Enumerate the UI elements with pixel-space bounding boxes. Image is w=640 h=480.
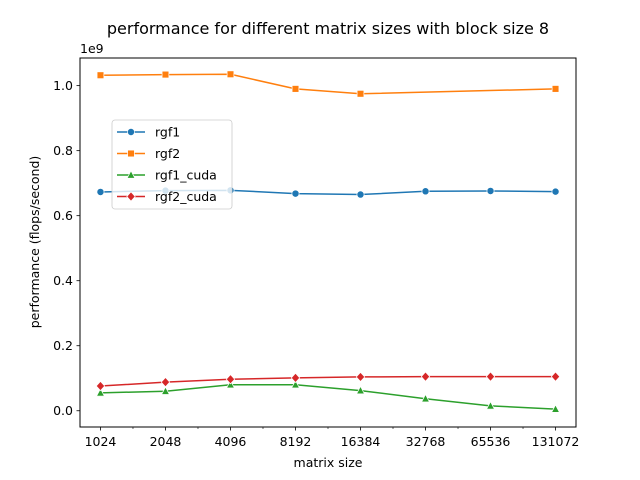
x-tick-label: 8192 xyxy=(280,434,312,449)
data-point-rgf2_cuda xyxy=(95,380,106,392)
x-tick-label: 32768 xyxy=(406,434,446,449)
data-point-rgf1_cuda xyxy=(551,404,561,413)
x-axis-label: matrix size xyxy=(294,455,363,470)
data-point-rgf2 xyxy=(226,70,235,79)
data-point-rgf2_cuda xyxy=(485,371,496,382)
legend-item-rgf2: rgf2 xyxy=(117,146,180,161)
legend-label: rgf1 xyxy=(155,125,180,140)
data-point-rgf2_cuda xyxy=(550,371,561,382)
y-axis: 0.0 0.2 0.4 0.6 0.8 1.0 xyxy=(53,78,80,418)
legend-swatch-marker xyxy=(126,191,136,202)
y-tick-label: 0.8 xyxy=(53,143,73,158)
legend-swatch-marker xyxy=(127,149,135,158)
series-rgf2 xyxy=(96,70,560,98)
x-axis: 1024 2048 4096 8192 16384 32768 65536 131072 xyxy=(85,427,580,449)
y-tick-label: 0.2 xyxy=(53,338,73,353)
series-rgf2_cuda xyxy=(95,371,561,392)
data-point-rgf1 xyxy=(356,190,365,199)
series-line-rgf2_cuda xyxy=(100,375,556,387)
data-point-rgf2 xyxy=(161,70,170,79)
x-tick-label: 131072 xyxy=(532,434,580,449)
data-point-rgf1_cuda xyxy=(356,385,365,395)
x-tick-label: 65536 xyxy=(471,434,511,449)
data-point-rgf2 xyxy=(291,85,300,93)
legend: rgf1 rgf2 rgf1_cuda rgf2_cuda xyxy=(111,119,233,210)
legend-item-rgf2_cuda: rgf2_cuda xyxy=(117,189,217,204)
data-point-rgf1_cuda xyxy=(291,379,300,389)
y-axis-label: performance (flops/second) xyxy=(27,156,42,329)
x-tick-label: 4096 xyxy=(215,434,247,449)
legend-swatch-marker xyxy=(127,128,135,136)
data-point-rgf2 xyxy=(356,90,365,98)
series-rgf1_cuda xyxy=(95,379,561,413)
plot-frame xyxy=(79,57,577,428)
legend-label: rgf1_cuda xyxy=(155,168,217,183)
x-tick-label: 2048 xyxy=(150,434,182,449)
data-point-rgf1_cuda xyxy=(421,393,430,403)
data-point-rgf1 xyxy=(551,187,560,196)
x-tick-label: 1024 xyxy=(85,434,117,449)
data-point-rgf2_cuda xyxy=(420,371,431,382)
data-point-rgf2_cuda xyxy=(160,377,171,388)
series-line-rgf2 xyxy=(100,73,556,95)
legend-item-rgf1: rgf1 xyxy=(117,125,180,140)
y-tick-label: 0.4 xyxy=(53,273,73,288)
data-point-rgf2_cuda xyxy=(355,371,366,383)
data-point-rgf1 xyxy=(96,187,105,196)
data-point-rgf2 xyxy=(96,71,105,79)
legend-swatch-marker xyxy=(126,170,136,179)
data-point-rgf1 xyxy=(421,187,430,196)
legend-label: rgf2 xyxy=(155,146,180,161)
y-tick-label: 1.0 xyxy=(53,78,73,93)
legend-item-rgf1_cuda: rgf1_cuda xyxy=(117,168,217,183)
data-point-rgf1 xyxy=(486,187,495,195)
y-tick-label: 0.6 xyxy=(53,208,73,223)
chart-title: performance for different matrix sizes w… xyxy=(107,19,549,38)
data-point-rgf1_cuda xyxy=(161,386,170,395)
data-point-rgf1_cuda xyxy=(486,400,495,410)
data-point-rgf1 xyxy=(291,189,300,198)
legend-box xyxy=(111,119,233,210)
data-point-rgf2 xyxy=(551,85,560,93)
data-point-rgf2_cuda xyxy=(290,372,301,384)
x-tick-label: 16384 xyxy=(341,434,381,449)
data-point-rgf1_cuda xyxy=(95,387,105,397)
data-point-rgf2_cuda xyxy=(225,374,236,385)
y-tick-label: 0.0 xyxy=(53,403,73,418)
series-line-rgf1_cuda xyxy=(100,383,556,410)
legend-label: rgf2_cuda xyxy=(155,189,217,204)
y-offset-label: 1e9 xyxy=(80,41,104,56)
